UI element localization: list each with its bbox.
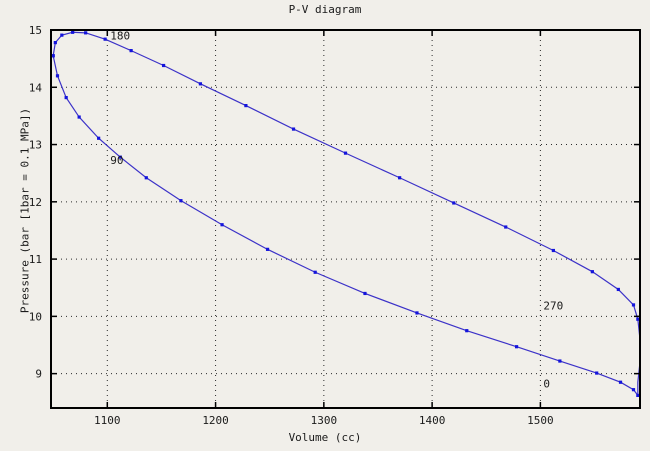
x-tick-label: 1500: [527, 414, 554, 427]
y-tick-label: 14: [29, 81, 43, 94]
data-point-marker: [84, 31, 88, 35]
data-point-marker: [343, 151, 348, 155]
crank-angle-annotation-0: 0: [543, 377, 550, 390]
data-point-marker: [144, 176, 148, 180]
data-point-marker: [631, 303, 636, 307]
data-point-marker: [514, 345, 519, 349]
data-point-marker: [55, 74, 60, 78]
data-line-expansion-upper-branch: [52, 31, 639, 320]
y-tick-label: 12: [29, 196, 42, 209]
data-point-marker: [636, 317, 640, 321]
data-point-marker: [103, 37, 107, 41]
data-point-marker: [291, 127, 296, 131]
data-point-marker: [618, 380, 623, 384]
y-tick-label: 11: [29, 253, 42, 266]
plot-background: [51, 30, 640, 408]
data-point-marker: [616, 287, 620, 292]
crank-angle-annotation-90: 90: [110, 154, 123, 167]
y-tick-label: 9: [35, 368, 42, 381]
data-point-marker: [595, 371, 599, 375]
data-point-marker: [504, 225, 508, 229]
data-point-marker: [415, 311, 419, 315]
data-point-marker: [179, 199, 183, 203]
data-point-marker: [465, 329, 469, 333]
y-tick-label: 13: [29, 139, 42, 152]
chart-title: P-V diagram: [288, 3, 362, 16]
x-tick-label: 1400: [419, 414, 446, 427]
data-point-marker: [129, 49, 133, 53]
plot-frame: [50, 29, 641, 409]
data-point-marker: [198, 82, 203, 86]
data-point-marker: [636, 393, 640, 397]
data-point-marker: [265, 247, 270, 251]
y-tick-label: 15: [29, 24, 42, 37]
y-axis-label: Pressure (bar [1bar = 0.1 MPa]): [18, 107, 32, 314]
data-point-marker: [97, 136, 101, 140]
data-point-marker: [398, 176, 402, 180]
data-point-marker: [244, 104, 248, 108]
data-point-marker: [220, 223, 224, 227]
crank-angle-annotation-270: 270: [543, 299, 563, 312]
data-point-marker: [452, 201, 456, 205]
data-point-marker: [53, 41, 57, 45]
data-point-marker: [118, 155, 122, 159]
data-point-marker: [590, 270, 594, 274]
data-point-marker: [313, 270, 317, 274]
x-tick-label: 1100: [94, 414, 121, 427]
y-tick-label: 10: [29, 310, 42, 323]
data-line-compression-lower-branch: [52, 55, 639, 396]
crank-angle-annotation-180: 180: [110, 30, 130, 43]
x-tick-label: 1200: [202, 414, 229, 427]
data-point-marker: [551, 248, 555, 253]
data-point-marker: [162, 63, 166, 68]
data-point-marker: [64, 95, 68, 100]
data-point-marker: [60, 33, 64, 37]
data-point-marker: [51, 54, 55, 58]
data-point-marker: [77, 115, 81, 119]
data-point-marker: [71, 30, 75, 34]
data-point-marker: [363, 291, 367, 296]
data-point-marker: [558, 359, 562, 363]
data-point-marker: [631, 388, 636, 392]
x-tick-label: 1300: [311, 414, 338, 427]
x-axis-label: Volume (cc): [288, 431, 362, 444]
